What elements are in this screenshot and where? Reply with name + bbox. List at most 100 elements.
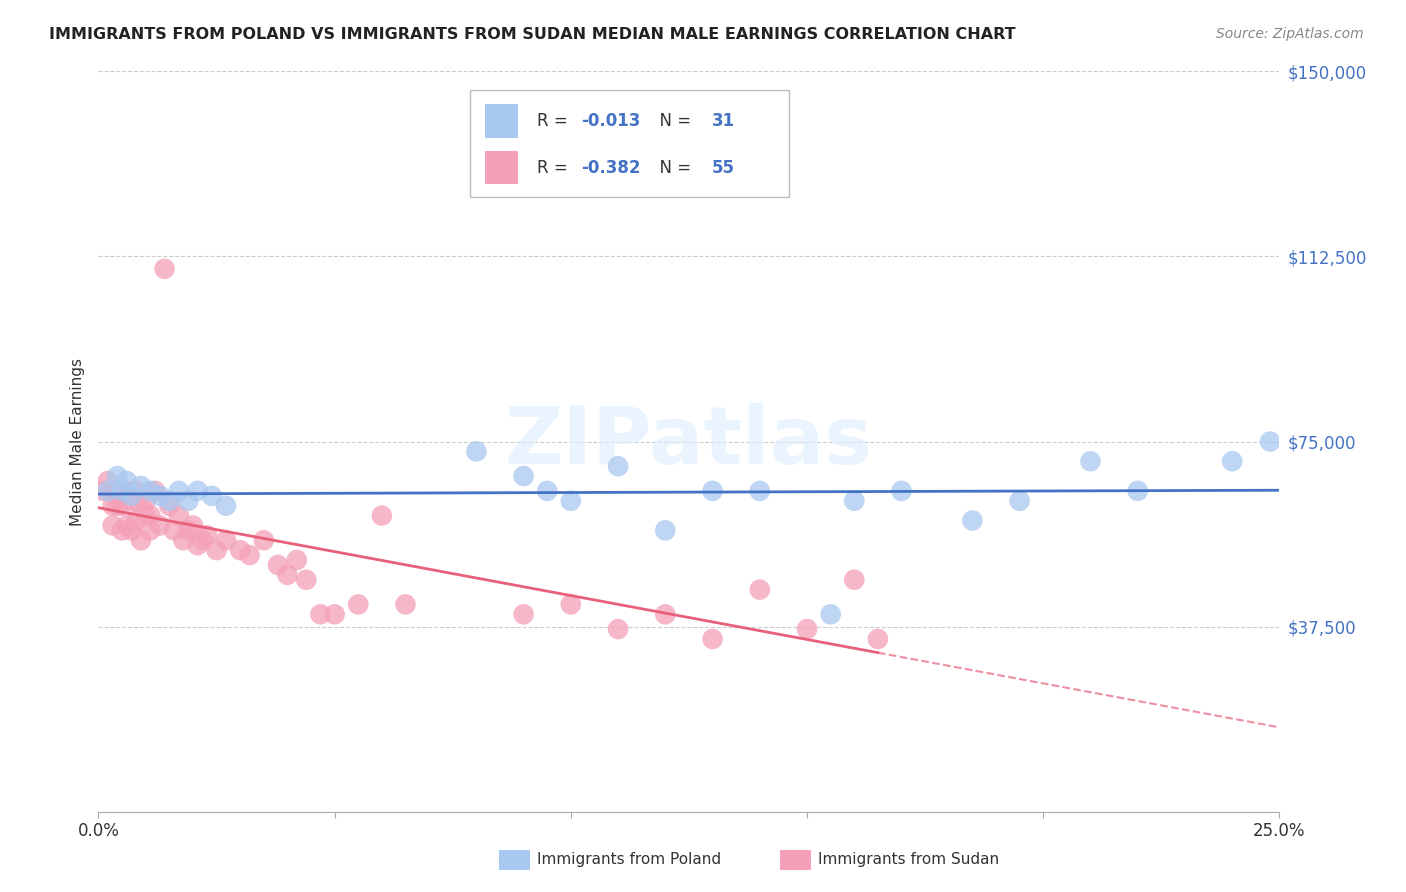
Text: R =: R =	[537, 159, 572, 177]
Point	[91, 483, 114, 498]
Point	[844, 493, 866, 508]
Point	[153, 261, 176, 276]
Point	[205, 543, 228, 558]
Point	[177, 493, 200, 508]
Point	[135, 508, 157, 523]
Text: R =: R =	[537, 112, 572, 130]
Point	[560, 493, 582, 508]
Point	[347, 598, 370, 612]
Text: Immigrants from Sudan: Immigrants from Sudan	[818, 853, 1000, 867]
Point	[157, 499, 180, 513]
Text: Immigrants from Poland: Immigrants from Poland	[537, 853, 721, 867]
Text: N =: N =	[648, 159, 696, 177]
Point	[285, 553, 308, 567]
Point	[748, 483, 770, 498]
Point	[105, 499, 128, 513]
Point	[1008, 493, 1031, 508]
Point	[309, 607, 332, 622]
Point	[111, 499, 134, 513]
Point	[163, 524, 186, 538]
Point	[371, 508, 394, 523]
Point	[121, 489, 143, 503]
Point	[394, 598, 416, 612]
Point	[115, 474, 138, 488]
Point	[607, 622, 630, 636]
Point	[167, 508, 190, 523]
Point	[125, 514, 148, 528]
Point	[1220, 454, 1243, 468]
Point	[276, 567, 298, 582]
Text: ZIPatlas: ZIPatlas	[505, 402, 873, 481]
Point	[139, 508, 162, 523]
Point	[97, 474, 120, 488]
Point	[796, 622, 818, 636]
Point	[101, 518, 124, 533]
Point	[201, 489, 224, 503]
Point	[129, 533, 152, 548]
Point	[465, 444, 488, 458]
Point	[125, 483, 148, 498]
Point	[748, 582, 770, 597]
Point	[962, 514, 984, 528]
Point	[267, 558, 290, 572]
Point	[187, 538, 209, 552]
Point	[191, 533, 214, 548]
Point	[115, 518, 138, 533]
Point	[105, 483, 128, 498]
Point	[239, 548, 262, 562]
Point	[890, 483, 912, 498]
Point	[181, 518, 204, 533]
Point	[149, 518, 172, 533]
Point	[820, 607, 842, 622]
Point	[607, 459, 630, 474]
Text: N =: N =	[648, 112, 696, 130]
Point	[215, 533, 238, 548]
Point	[702, 632, 724, 646]
Point	[139, 524, 162, 538]
Point	[702, 483, 724, 498]
Text: -0.382: -0.382	[582, 159, 641, 177]
Bar	[485, 104, 517, 137]
Point	[229, 543, 252, 558]
Point	[1126, 483, 1149, 498]
Point	[195, 528, 218, 542]
Point	[143, 483, 166, 498]
Point	[129, 499, 152, 513]
Point	[177, 524, 200, 538]
Y-axis label: Median Male Earnings: Median Male Earnings	[69, 358, 84, 525]
Point	[295, 573, 318, 587]
Point	[172, 533, 194, 548]
Point	[654, 607, 676, 622]
Point	[512, 607, 534, 622]
Point	[105, 469, 128, 483]
Point	[121, 493, 143, 508]
Point	[129, 479, 152, 493]
Point	[253, 533, 276, 548]
Text: 55: 55	[711, 159, 734, 177]
Point	[167, 483, 190, 498]
Point	[149, 489, 172, 503]
Text: 31: 31	[711, 112, 734, 130]
Point	[101, 499, 124, 513]
Point	[121, 524, 143, 538]
Text: IMMIGRANTS FROM POLAND VS IMMIGRANTS FROM SUDAN MEDIAN MALE EARNINGS CORRELATION: IMMIGRANTS FROM POLAND VS IMMIGRANTS FRO…	[49, 27, 1015, 42]
Point	[115, 483, 138, 498]
Point	[1258, 434, 1281, 449]
Point	[560, 598, 582, 612]
Point	[111, 524, 134, 538]
Point	[1080, 454, 1102, 468]
Point	[536, 483, 558, 498]
Point	[135, 493, 157, 508]
Point	[97, 483, 120, 498]
Point	[139, 483, 162, 498]
Bar	[485, 151, 517, 185]
Point	[866, 632, 889, 646]
Point	[157, 493, 180, 508]
Point	[512, 469, 534, 483]
Point	[187, 483, 209, 498]
Point	[215, 499, 238, 513]
FancyBboxPatch shape	[471, 90, 789, 197]
Point	[844, 573, 866, 587]
Text: -0.013: -0.013	[582, 112, 641, 130]
Point	[323, 607, 346, 622]
